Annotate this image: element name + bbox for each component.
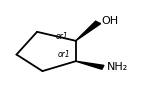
Text: or1: or1 bbox=[56, 32, 68, 41]
Text: OH: OH bbox=[102, 16, 119, 26]
Text: or1: or1 bbox=[57, 50, 70, 59]
Text: NH₂: NH₂ bbox=[106, 62, 128, 72]
Polygon shape bbox=[76, 21, 101, 41]
Polygon shape bbox=[76, 61, 104, 69]
